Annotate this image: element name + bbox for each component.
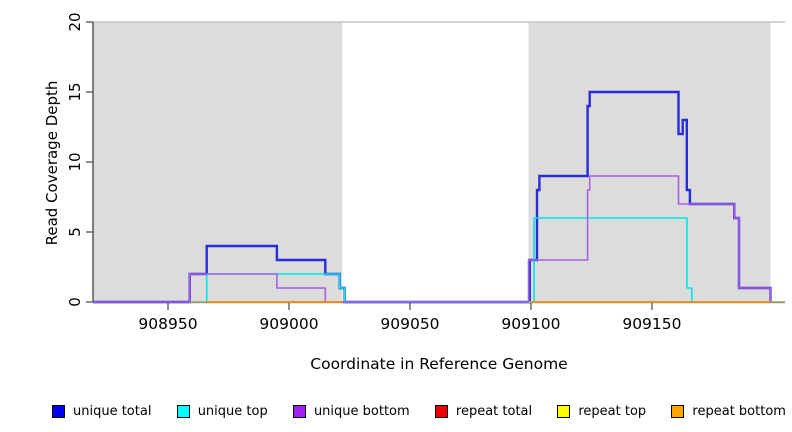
x-tick-label: 909150 — [622, 315, 681, 333]
coverage-plot: 0 5 10 15 20 908950 909000 909050 909100 909150 — [66, 12, 785, 333]
legend-label: repeat bottom — [692, 403, 786, 419]
legend-item-repeat-top: repeat top — [557, 404, 646, 419]
legend-label: repeat total — [455, 403, 533, 419]
legend-swatch-repeat-top — [557, 404, 571, 418]
repeat-region-left — [93, 22, 343, 302]
legend-item-repeat-total: repeat total — [434, 403, 533, 419]
legend-item-unique-bottom: unique bottom — [292, 403, 410, 419]
legend-item-unique-top: unique top — [176, 403, 268, 419]
legend-swatch-unique-bottom — [292, 404, 306, 418]
legend-label: unique top — [197, 403, 268, 419]
series-line-unique-bottom — [93, 175, 772, 303]
y-tick-label: 20 — [66, 12, 84, 31]
y-tick-label: 10 — [66, 152, 84, 171]
y-tick-label: 5 — [66, 227, 84, 237]
legend-label: unique bottom — [313, 403, 410, 419]
legend-swatch-repeat-bottom — [671, 404, 685, 418]
legend-swatch-repeat-total — [434, 404, 448, 418]
y-tick-label: 0 — [66, 297, 84, 307]
legend-item-unique-total: unique total — [52, 404, 151, 419]
x-tick-label: 908950 — [138, 315, 197, 333]
y-tick-label: 15 — [66, 82, 84, 101]
legend-swatch-unique-top — [176, 404, 190, 418]
x-tick-label: 909100 — [501, 315, 560, 333]
x-axis-label: Coordinate in Reference Genome — [310, 355, 568, 373]
legend-label: unique total — [73, 403, 152, 419]
repeat-region-right — [528, 22, 771, 302]
x-tick-label: 909000 — [259, 315, 318, 333]
x-tick-label: 909050 — [380, 315, 439, 333]
legend-label: repeat top — [578, 403, 647, 419]
legend: unique total unique top unique bottom repea… — [52, 399, 786, 423]
legend-swatch-unique-total — [52, 404, 65, 418]
legend-item-repeat-bottom: repeat bottom — [671, 404, 786, 419]
